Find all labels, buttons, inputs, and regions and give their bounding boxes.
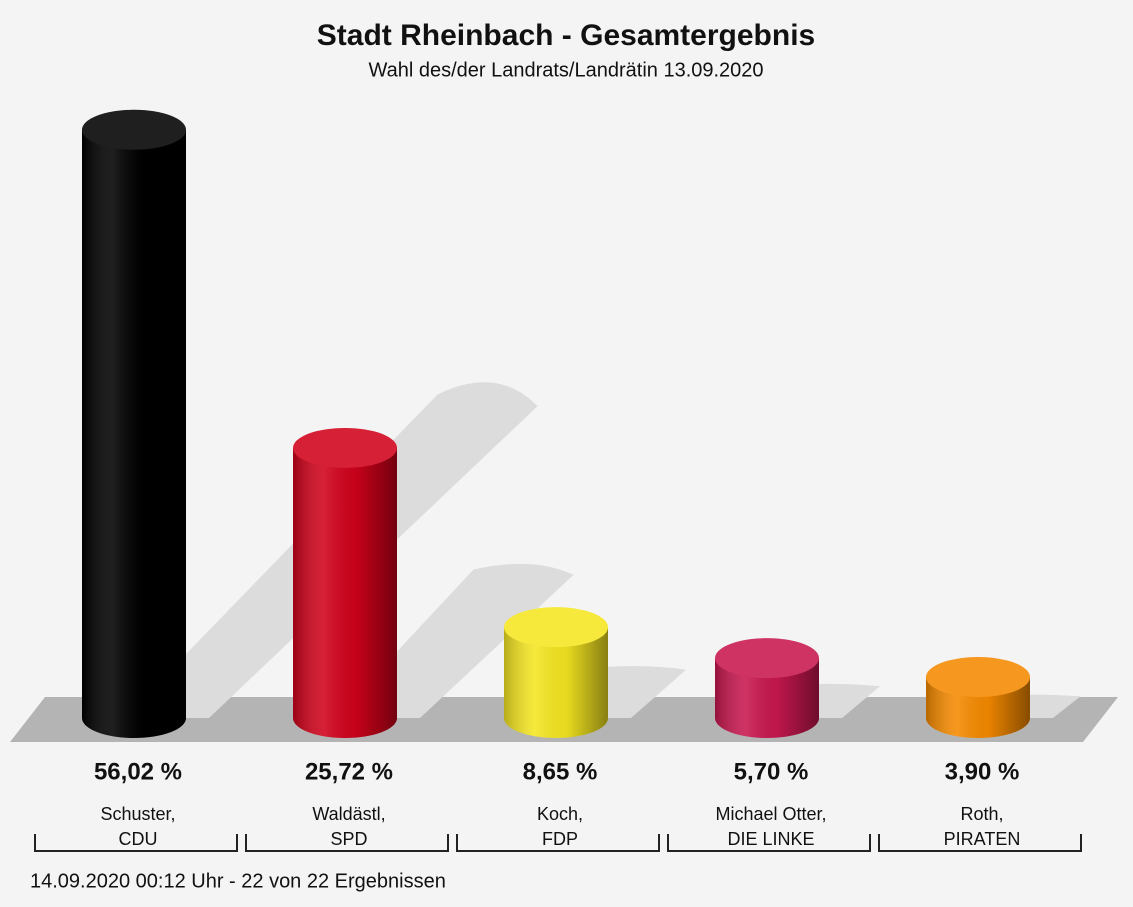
bar-top [926,657,1030,698]
party-label: SPD [330,829,367,849]
chart-subtitle: Wahl des/der Landrats/Landrätin 13.09.20… [368,59,763,81]
category-bracket [245,834,449,852]
bar-top [504,607,608,648]
value-label: 56,02 % [94,758,182,785]
bar-shade [293,447,397,718]
bar-shade [82,129,186,719]
category-bracket [456,834,660,852]
value-label: 3,90 % [945,758,1020,785]
bar-top [715,638,819,679]
bar-top [293,427,397,468]
category-label: Schuster, [100,804,175,824]
category-bracket [34,834,238,852]
category-label: Michael Otter, [715,804,826,824]
bar-top [82,109,186,150]
category-label: Roth, [960,804,1003,824]
chart-title: Stadt Rheinbach - Gesamtergebnis [317,19,815,52]
bar-top-highlight [715,638,819,679]
party-label: DIE LINKE [727,829,814,849]
bar-top-highlight [504,607,608,648]
party-label: PIRATEN [944,829,1021,849]
category-bracket [878,834,1082,852]
party-label: CDU [119,829,158,849]
value-label: 8,65 % [523,758,598,785]
category-label: Koch, [537,804,583,824]
category-label: Waldästl, [312,804,385,824]
party-label: FDP [542,829,578,849]
category-bracket [667,834,871,852]
bar-top-highlight [293,427,397,468]
value-label: 5,70 % [734,758,809,785]
value-label: 25,72 % [305,758,393,785]
footer: 14.09.2020 00:12 Uhr - 22 von 22 Ergebni… [30,870,446,892]
bar-top-highlight [926,657,1030,698]
bar-top-highlight [82,109,186,150]
